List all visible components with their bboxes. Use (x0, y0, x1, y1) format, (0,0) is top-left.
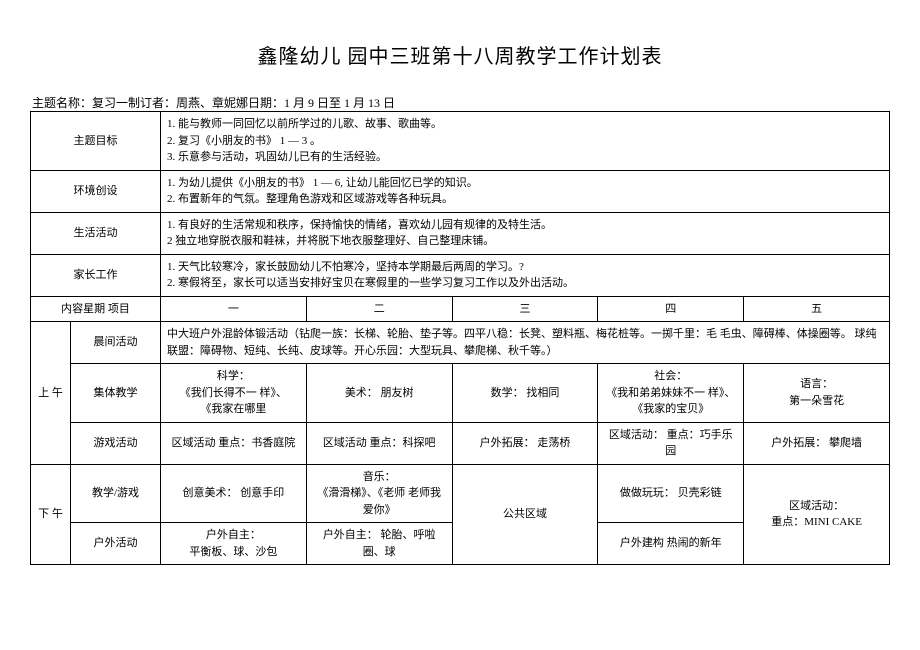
morning-r3-d5: 户外拓展： 攀爬墙 (744, 422, 890, 464)
row-theme-goal: 主题目标 1. 能与教师一同回忆以前所学过的儿歌、故事、歌曲等。 2. 复习《小… (31, 112, 890, 171)
env-content: 1. 为幼儿提供《小朋友的书》 1 — 6, 让幼儿能回忆已学的知识。 2. 布… (161, 170, 890, 212)
plan-table: 主题目标 1. 能与教师一同回忆以前所学过的儿歌、故事、歌曲等。 2. 复习《小… (30, 111, 890, 565)
morning-r3-d1: 区域活动 重点：书香庭院 (161, 422, 307, 464)
day-2: 二 (306, 296, 452, 322)
afternoon-period: 下 午 (31, 464, 71, 565)
theme-goal-label: 主题目标 (31, 112, 161, 171)
row-env: 环境创设 1. 为幼儿提供《小朋友的书》 1 — 6, 让幼儿能回忆已学的知识。… (31, 170, 890, 212)
row-afternoon-1: 下 午 教学/游戏 创意美术： 创意手印 音乐： 《滑滑梯》、《老师 老师我爱你… (31, 464, 890, 523)
afternoon-r2-label: 户外活动 (71, 523, 161, 565)
day-1: 一 (161, 296, 307, 322)
env-label: 环境创设 (31, 170, 161, 212)
afternoon-r2-d2: 户外自主： 轮胎、呼啦圈、球 (306, 523, 452, 565)
row-parent: 家长工作 1. 天气比较寒冷，家长鼓励幼儿不怕寒冷，坚持本学期最后两周的学习。?… (31, 254, 890, 296)
row-morning-3: 游戏活动 区域活动 重点：书香庭院 区域活动 重点：科探吧 户外拓展： 走荡桥 … (31, 422, 890, 464)
parent-label: 家长工作 (31, 254, 161, 296)
afternoon-r1-label: 教学/游戏 (71, 464, 161, 523)
day-5: 五 (744, 296, 890, 322)
morning-r2-d5: 语言： 第一朵雪花 (744, 364, 890, 423)
morning-r2-label: 集体教学 (71, 364, 161, 423)
morning-r1-label: 晨间活动 (71, 322, 161, 364)
morning-r3-d3: 户外拓展： 走荡桥 (452, 422, 598, 464)
afternoon-r1-d4: 做做玩玩： 贝壳彩链 (598, 464, 744, 523)
parent-content: 1. 天气比较寒冷，家长鼓励幼儿不怕寒冷，坚持本学期最后两周的学习。? 2. 寒… (161, 254, 890, 296)
afternoon-d5: 区域活动： 重点：MINI CAKE (744, 464, 890, 565)
afternoon-r1-d2: 音乐： 《滑滑梯》、《老师 老师我爱你》 (306, 464, 452, 523)
row-day-header: 内容星期 项目 一 二 三 四 五 (31, 296, 890, 322)
afternoon-r1-d1: 创意美术： 创意手印 (161, 464, 307, 523)
theme-goal-content: 1. 能与教师一同回忆以前所学过的儿歌、故事、歌曲等。 2. 复习《小朋友的书》… (161, 112, 890, 171)
morning-r2-d4: 社会： 《我和弟弟妹妹不一 样》、 《我家的宝贝》 (598, 364, 744, 423)
morning-period: 上 午 (31, 322, 71, 465)
content-week-label: 内容星期 项目 (31, 296, 161, 322)
morning-r3-label: 游戏活动 (71, 422, 161, 464)
life-label: 生活活动 (31, 212, 161, 254)
morning-r2-d1: 科学： 《我们长得不一 样》、 《我家在哪里 (161, 364, 307, 423)
meta-line: 主题名称：复习一制订者：周燕、章妮娜日期：1 月 9 日至 1 月 13 日 (30, 94, 890, 111)
row-life: 生活活动 1. 有良好的生活常规和秩序，保持愉快的情绪，喜欢幼儿园有规律的及特生… (31, 212, 890, 254)
afternoon-d3: 公共区域 (452, 464, 598, 565)
life-content: 1. 有良好的生活常规和秩序，保持愉快的情绪，喜欢幼儿园有规律的及特生活。 2 … (161, 212, 890, 254)
row-morning-1: 上 午 晨间活动 中大班户外混龄体锻活动（钻爬一族：长梯、轮胎、垫子等。四平八稳… (31, 322, 890, 364)
morning-r3-d4: 区域活动： 重点：巧手乐园 (598, 422, 744, 464)
morning-r2-d2: 美术： 朋友树 (306, 364, 452, 423)
morning-r1-content: 中大班户外混龄体锻活动（钻爬一族：长梯、轮胎、垫子等。四平八稳：长凳、塑料瓶、梅… (161, 322, 890, 364)
row-morning-2: 集体教学 科学： 《我们长得不一 样》、 《我家在哪里 美术： 朋友树 数学： … (31, 364, 890, 423)
day-4: 四 (598, 296, 744, 322)
afternoon-r2-d4: 户外建构 热闹的新年 (598, 523, 744, 565)
afternoon-r2-d1: 户外自主： 平衡板、球、沙包 (161, 523, 307, 565)
morning-r2-d3: 数学： 找相同 (452, 364, 598, 423)
morning-r3-d2: 区域活动 重点：科探吧 (306, 422, 452, 464)
page-title: 鑫隆幼儿 园中三班第十八周教学工作计划表 (30, 40, 890, 69)
day-3: 三 (452, 296, 598, 322)
